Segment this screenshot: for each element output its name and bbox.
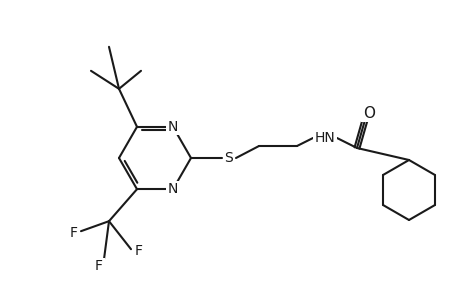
Text: N: N	[168, 182, 178, 196]
Text: F: F	[95, 259, 103, 273]
Text: HN: HN	[314, 131, 335, 145]
Text: F: F	[70, 226, 78, 240]
Text: N: N	[168, 120, 178, 134]
Text: F: F	[134, 244, 143, 258]
Text: O: O	[362, 106, 374, 121]
Text: S: S	[224, 151, 233, 165]
